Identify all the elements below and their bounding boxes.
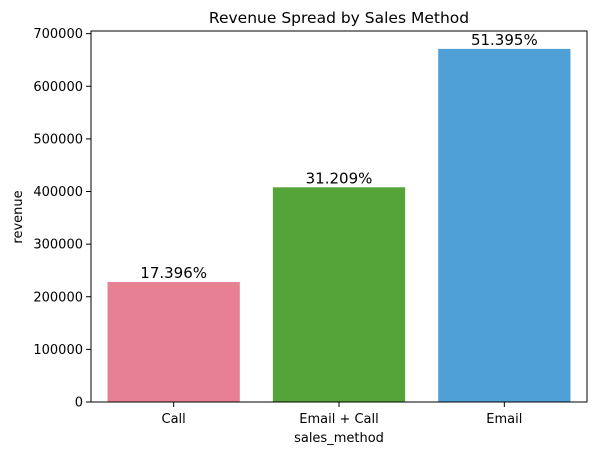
y-tick-label: 200000 [33,290,83,305]
y-tick-label: 0 [75,396,83,411]
y-tick-label: 300000 [33,238,83,253]
data-label: 31.209% [306,169,373,187]
data-label: 51.395% [471,31,538,49]
chart-title: Revenue Spread by Sales Method [209,9,469,27]
y-tick-label: 400000 [33,185,83,200]
bar [107,282,240,402]
x-tick-label: Email [486,412,522,427]
y-tick-label: 700000 [33,27,83,42]
x-tick-label: Email + Call [299,412,379,427]
plot-area: 17.396% Call 31.209% Email + Call 51.395% Ema… [33,27,588,427]
y-tick-label: 100000 [33,343,83,358]
x-axis-label: sales_method [294,431,384,446]
bar [438,48,571,402]
x-tick-label: Call [162,412,186,427]
data-label: 17.396% [140,264,207,282]
y-tick-label: 600000 [33,80,83,95]
y-tick-label: 500000 [33,132,83,147]
bar [272,187,406,402]
plot-frame [90,30,588,403]
y-axis-label: revenue [11,190,26,243]
